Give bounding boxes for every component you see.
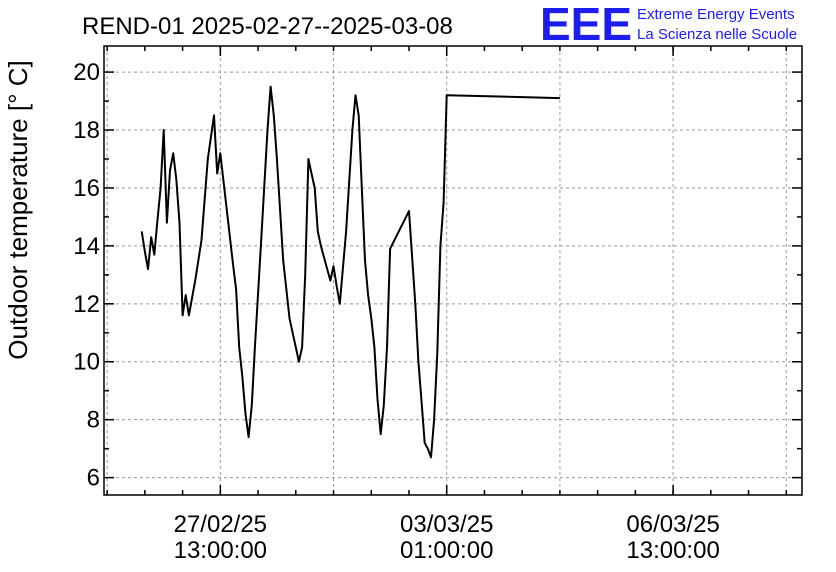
y-tick-label: 16: [73, 175, 100, 202]
x-tick-label-time: 13:00:00: [174, 537, 267, 564]
grid: [104, 46, 802, 495]
y-tick-label: 20: [73, 59, 100, 86]
x-tick-labels: 27/02/2513:00:0003/03/2501:00:0006/03/25…: [174, 511, 720, 564]
x-tick-label-date: 06/03/25: [626, 511, 719, 538]
y-axis-label: Outdoor temperature [° C]: [3, 60, 33, 359]
y-tick-label: 6: [87, 465, 100, 492]
logo-letters: EEE: [540, 0, 632, 50]
plot-frame: [103, 45, 803, 496]
x-tick-label-time: 01:00:00: [400, 537, 493, 564]
y-tick-label: 12: [73, 291, 100, 318]
y-tick-labels: 6 8 10 12 14 16 18 20: [73, 59, 100, 492]
logo-line-2: La Scienza nelle Scuole: [637, 26, 797, 43]
y-tick-label: 14: [73, 233, 100, 260]
eee-logo: EEE Extreme Energy Events La Scienza nel…: [540, 0, 797, 50]
y-tick-label: 8: [87, 407, 100, 434]
temperature-line: [140, 85, 560, 459]
axis-ticks: [104, 46, 802, 495]
y-tick-label: 18: [73, 117, 100, 144]
logo-line-1: Extreme Energy Events: [637, 6, 795, 23]
x-tick-label-time: 13:00:00: [626, 537, 719, 564]
x-tick-label-date: 27/02/25: [174, 511, 267, 538]
chart-title: REND-01 2025-02-27--2025-03-08: [82, 13, 453, 40]
x-tick-label-date: 03/03/25: [400, 511, 493, 538]
y-tick-label: 10: [73, 349, 100, 376]
